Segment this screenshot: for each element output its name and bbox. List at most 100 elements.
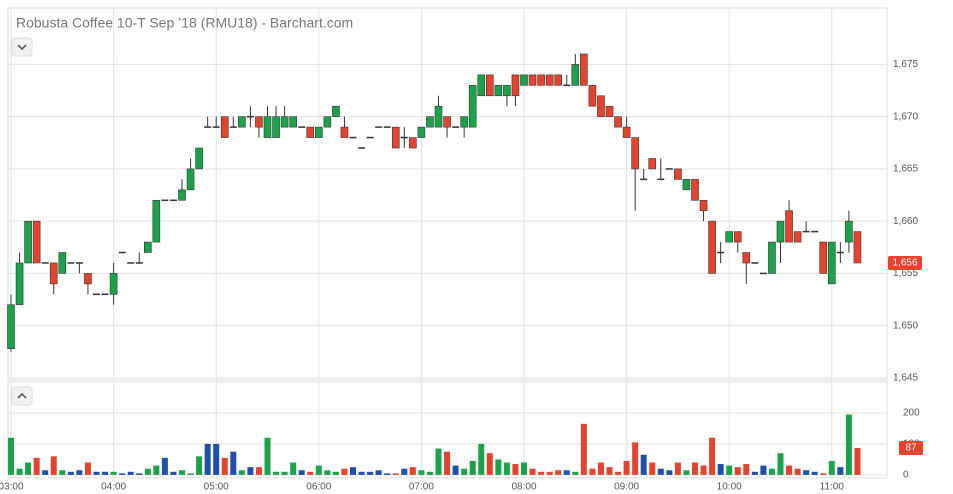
volume-bar [84, 462, 91, 475]
candle-body [178, 189, 186, 201]
volume-bar [384, 473, 391, 475]
candle-body [588, 85, 597, 107]
volume-bar [247, 467, 254, 475]
volume-bar [144, 468, 151, 475]
candle-body [776, 220, 785, 243]
candle-body [494, 85, 503, 97]
volume-bar [469, 460, 476, 475]
candle-body [537, 74, 545, 86]
chevron-down[interactable] [17, 44, 27, 51]
candle-body [674, 168, 682, 180]
candle-body [827, 241, 836, 285]
volume-bar [161, 457, 168, 475]
y-tick-label: 1,655 [893, 268, 918, 279]
x-tick-label: 11:00 [820, 482, 845, 493]
candle-body [785, 210, 793, 243]
y-tick-label: 1,675 [893, 59, 918, 70]
volume-bar [59, 470, 66, 475]
volume-bar [615, 471, 622, 475]
candle-body [520, 74, 528, 86]
candle-body [289, 116, 297, 128]
volume-bar [33, 457, 40, 475]
collapse-button[interactable] [11, 37, 33, 57]
candle-body [477, 74, 486, 97]
candle-body [32, 220, 41, 264]
volume-bar [632, 442, 639, 475]
volume-bar [538, 471, 545, 475]
volume-bar [649, 462, 656, 475]
candle-body [109, 273, 118, 295]
volume-bar [332, 471, 339, 475]
volume-bar [196, 456, 203, 475]
candle-body [819, 241, 828, 274]
candle-body [793, 231, 802, 243]
candle-body [314, 126, 323, 138]
candle-body [460, 116, 468, 128]
button-bg[interactable] [11, 37, 33, 57]
volume-bar [777, 453, 784, 475]
candle-body [699, 199, 708, 212]
volume-bar [726, 465, 733, 475]
volume-bar [204, 443, 211, 475]
chart-title: Robusta Coffee 10-T Sep ’18 (RMU18) - Ba… [16, 15, 353, 31]
candle-body [631, 137, 639, 170]
volume-bar [657, 468, 664, 475]
candle-body [238, 116, 246, 128]
x-tick-label: 10:00 [717, 482, 742, 493]
volume-bar [102, 471, 109, 475]
volume-bar [418, 470, 425, 475]
volume-bar [503, 462, 510, 475]
volume-bar [786, 465, 793, 475]
candle-body [580, 53, 588, 86]
chevron-up[interactable] [17, 392, 27, 399]
x-tick-label: 06:00 [306, 482, 331, 493]
candle-body [682, 179, 691, 191]
volume-bar [521, 462, 527, 475]
candle-body [340, 126, 349, 138]
x-tick-label: 05:00 [204, 482, 229, 493]
candle-body [708, 220, 716, 274]
volume-bar [93, 471, 100, 475]
volume-bar [25, 462, 32, 475]
volume-bar [666, 470, 673, 475]
last-price-label: 1,656 [892, 258, 917, 269]
candle-body [503, 85, 511, 97]
volume-bar [264, 437, 271, 475]
candle-body [605, 105, 614, 117]
volume-bar [358, 471, 365, 475]
volume-bar [623, 460, 630, 475]
volume-bar [273, 471, 280, 475]
volume-bar [734, 467, 741, 475]
volume-bar [16, 468, 23, 475]
volume-bar [42, 470, 49, 475]
volume-bar [179, 470, 185, 475]
candle-body [144, 241, 152, 253]
volume-bar [76, 470, 83, 475]
candle-body [409, 137, 417, 149]
volume-bar [709, 437, 716, 475]
candle-body [332, 105, 340, 117]
volume-bar [444, 451, 451, 475]
volume-bar [238, 470, 245, 475]
volume-bar [854, 447, 861, 475]
volume-bar [768, 468, 775, 475]
candle-body [545, 74, 554, 86]
candle-body [417, 126, 426, 138]
volume-bar [409, 467, 416, 475]
volume-bar [324, 470, 331, 475]
expand-button[interactable] [11, 386, 33, 406]
candle-body [597, 95, 605, 117]
volume-bar [597, 462, 604, 475]
volume-bar [392, 473, 399, 475]
volume-bar [529, 468, 536, 475]
volume-bar [153, 465, 160, 475]
volume-bar [717, 464, 724, 475]
candle-body [614, 116, 622, 128]
button-bg[interactable] [11, 386, 33, 406]
volume-bar [589, 468, 596, 475]
y-tick-label: 1,645 [893, 373, 918, 384]
candle-body [49, 262, 58, 285]
volume-bar [401, 468, 408, 475]
candle-body [306, 126, 315, 138]
candle-body [742, 252, 751, 264]
